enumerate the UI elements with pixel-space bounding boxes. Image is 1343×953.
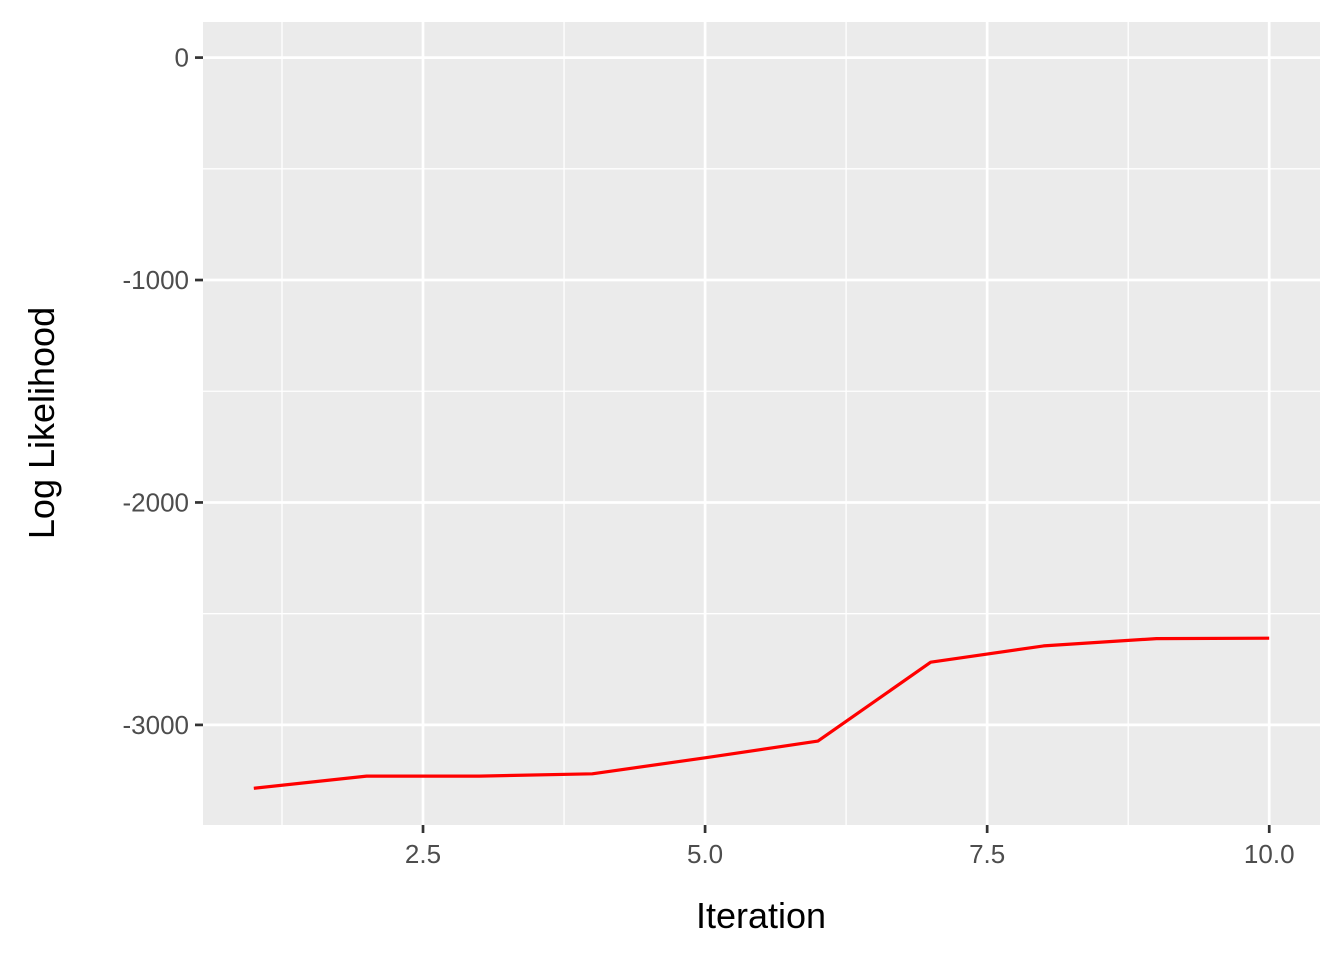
minor-gridlines (203, 22, 1320, 825)
y-tick-label: -3000 (123, 710, 190, 740)
x-tick-label: 2.5 (405, 839, 441, 869)
y-tick-label: -1000 (123, 265, 190, 295)
y-axis: 0 -1000 -2000 -3000 (123, 43, 203, 740)
x-tick-label: 5.0 (687, 839, 723, 869)
x-axis: 2.5 5.0 7.5 10.0 (405, 825, 1295, 869)
series-layer (253, 636, 1270, 790)
major-gridlines (203, 22, 1320, 825)
y-tick-label: -2000 (123, 487, 190, 517)
y-tick-label: 0 (175, 43, 189, 73)
x-axis-title: Iteration (696, 895, 826, 936)
x-tick-label: 7.5 (969, 839, 1005, 869)
series-line (253, 636, 1270, 790)
y-axis-title: Log Likelihood (21, 307, 62, 539)
x-tick-label: 10.0 (1244, 839, 1295, 869)
plot-panel (203, 22, 1320, 825)
